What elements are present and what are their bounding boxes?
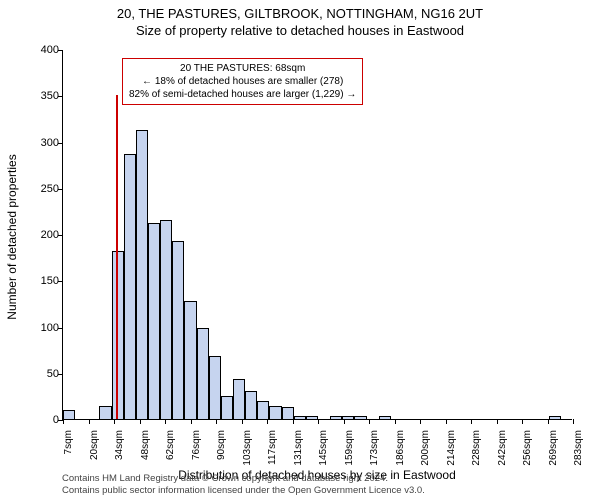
chart-area: 0501001502002503003504007sqm20sqm34sqm48…: [62, 50, 572, 420]
x-tick-mark: [165, 419, 166, 424]
x-tick-label: 214sqm: [446, 430, 457, 470]
x-tick-label: 242sqm: [497, 430, 508, 470]
x-tick-mark: [140, 419, 141, 424]
x-tick-mark: [267, 419, 268, 424]
x-tick-label: 62sqm: [165, 430, 176, 470]
y-tick-label: 300: [23, 137, 59, 149]
x-tick-label: 173sqm: [369, 430, 380, 470]
histogram-bar: [160, 220, 172, 419]
annotation-line2: ← 18% of detached houses are smaller (27…: [129, 75, 356, 88]
x-tick-label: 20sqm: [89, 430, 100, 470]
footer-line1: Contains HM Land Registry data © Crown c…: [62, 473, 425, 484]
x-tick-mark: [89, 419, 90, 424]
reference-line: [116, 95, 118, 419]
plot-region: 0501001502002503003504007sqm20sqm34sqm48…: [62, 50, 572, 420]
histogram-bar: [197, 328, 209, 419]
x-tick-label: 76sqm: [191, 430, 202, 470]
x-tick-mark: [318, 419, 319, 424]
x-tick-label: 283sqm: [573, 430, 584, 470]
histogram-bar: [184, 301, 196, 419]
y-tick-mark: [58, 281, 63, 282]
histogram-bar: [233, 379, 245, 419]
y-tick-mark: [58, 189, 63, 190]
histogram-bar: [269, 406, 281, 419]
histogram-bar: [221, 396, 233, 419]
histogram-bar: [245, 391, 257, 419]
y-tick-label: 0: [23, 414, 59, 426]
y-tick-label: 350: [23, 90, 59, 102]
annotation-box: 20 THE PASTURES: 68sqm ← 18% of detached…: [122, 58, 363, 105]
x-tick-label: 131sqm: [293, 430, 304, 470]
x-tick-label: 256sqm: [522, 430, 533, 470]
x-tick-mark: [395, 419, 396, 424]
histogram-bar: [306, 416, 318, 419]
x-tick-mark: [573, 419, 574, 424]
histogram-bar: [136, 130, 148, 419]
y-tick-mark: [58, 50, 63, 51]
x-tick-label: 145sqm: [318, 430, 329, 470]
x-tick-mark: [446, 419, 447, 424]
chart-title-line1: 20, THE PASTURES, GILTBROOK, NOTTINGHAM,…: [0, 0, 600, 21]
y-tick-label: 400: [23, 44, 59, 56]
x-tick-mark: [63, 419, 64, 424]
histogram-bar: [148, 223, 160, 419]
x-tick-mark: [497, 419, 498, 424]
y-tick-mark: [58, 96, 63, 97]
x-tick-mark: [522, 419, 523, 424]
x-tick-label: 159sqm: [344, 430, 355, 470]
histogram-bar: [124, 154, 136, 419]
histogram-bar: [330, 416, 342, 419]
y-axis-label: Number of detached properties: [5, 154, 19, 319]
x-tick-mark: [191, 419, 192, 424]
histogram-bar: [294, 416, 306, 419]
histogram-bar: [549, 416, 561, 419]
y-tick-label: 200: [23, 229, 59, 241]
x-tick-mark: [471, 419, 472, 424]
x-tick-label: 7sqm: [63, 430, 74, 470]
x-tick-label: 200sqm: [420, 430, 431, 470]
histogram-bar: [282, 407, 294, 419]
y-tick-mark: [58, 328, 63, 329]
histogram-bar: [257, 401, 269, 420]
chart-title-line2: Size of property relative to detached ho…: [0, 21, 600, 38]
x-tick-label: 269sqm: [548, 430, 559, 470]
y-tick-label: 150: [23, 275, 59, 287]
footer-attribution: Contains HM Land Registry data © Crown c…: [62, 473, 425, 496]
x-tick-mark: [344, 419, 345, 424]
x-tick-label: 186sqm: [395, 430, 406, 470]
histogram-bar: [63, 410, 75, 419]
x-tick-mark: [293, 419, 294, 424]
chart-container: 20, THE PASTURES, GILTBROOK, NOTTINGHAM,…: [0, 0, 600, 500]
footer-line2: Contains public sector information licen…: [62, 485, 425, 496]
x-tick-label: 228sqm: [471, 430, 482, 470]
x-tick-mark: [420, 419, 421, 424]
annotation-line3: 82% of semi-detached houses are larger (…: [129, 88, 356, 101]
annotation-line1: 20 THE PASTURES: 68sqm: [129, 62, 356, 75]
x-tick-mark: [216, 419, 217, 424]
x-tick-mark: [114, 419, 115, 424]
y-tick-mark: [58, 143, 63, 144]
x-tick-mark: [242, 419, 243, 424]
x-tick-label: 103sqm: [242, 430, 253, 470]
histogram-bar: [379, 416, 391, 419]
x-tick-label: 117sqm: [267, 430, 278, 470]
x-tick-label: 48sqm: [140, 430, 151, 470]
x-tick-label: 90sqm: [216, 430, 227, 470]
x-tick-mark: [369, 419, 370, 424]
y-tick-label: 50: [23, 368, 59, 380]
y-tick-mark: [58, 235, 63, 236]
y-tick-label: 250: [23, 183, 59, 195]
x-tick-mark: [548, 419, 549, 424]
y-tick-mark: [58, 374, 63, 375]
histogram-bar: [99, 406, 111, 419]
y-tick-label: 100: [23, 322, 59, 334]
histogram-bar: [354, 416, 366, 419]
x-tick-label: 34sqm: [114, 430, 125, 470]
histogram-bar: [209, 356, 221, 419]
histogram-bar: [172, 241, 184, 419]
